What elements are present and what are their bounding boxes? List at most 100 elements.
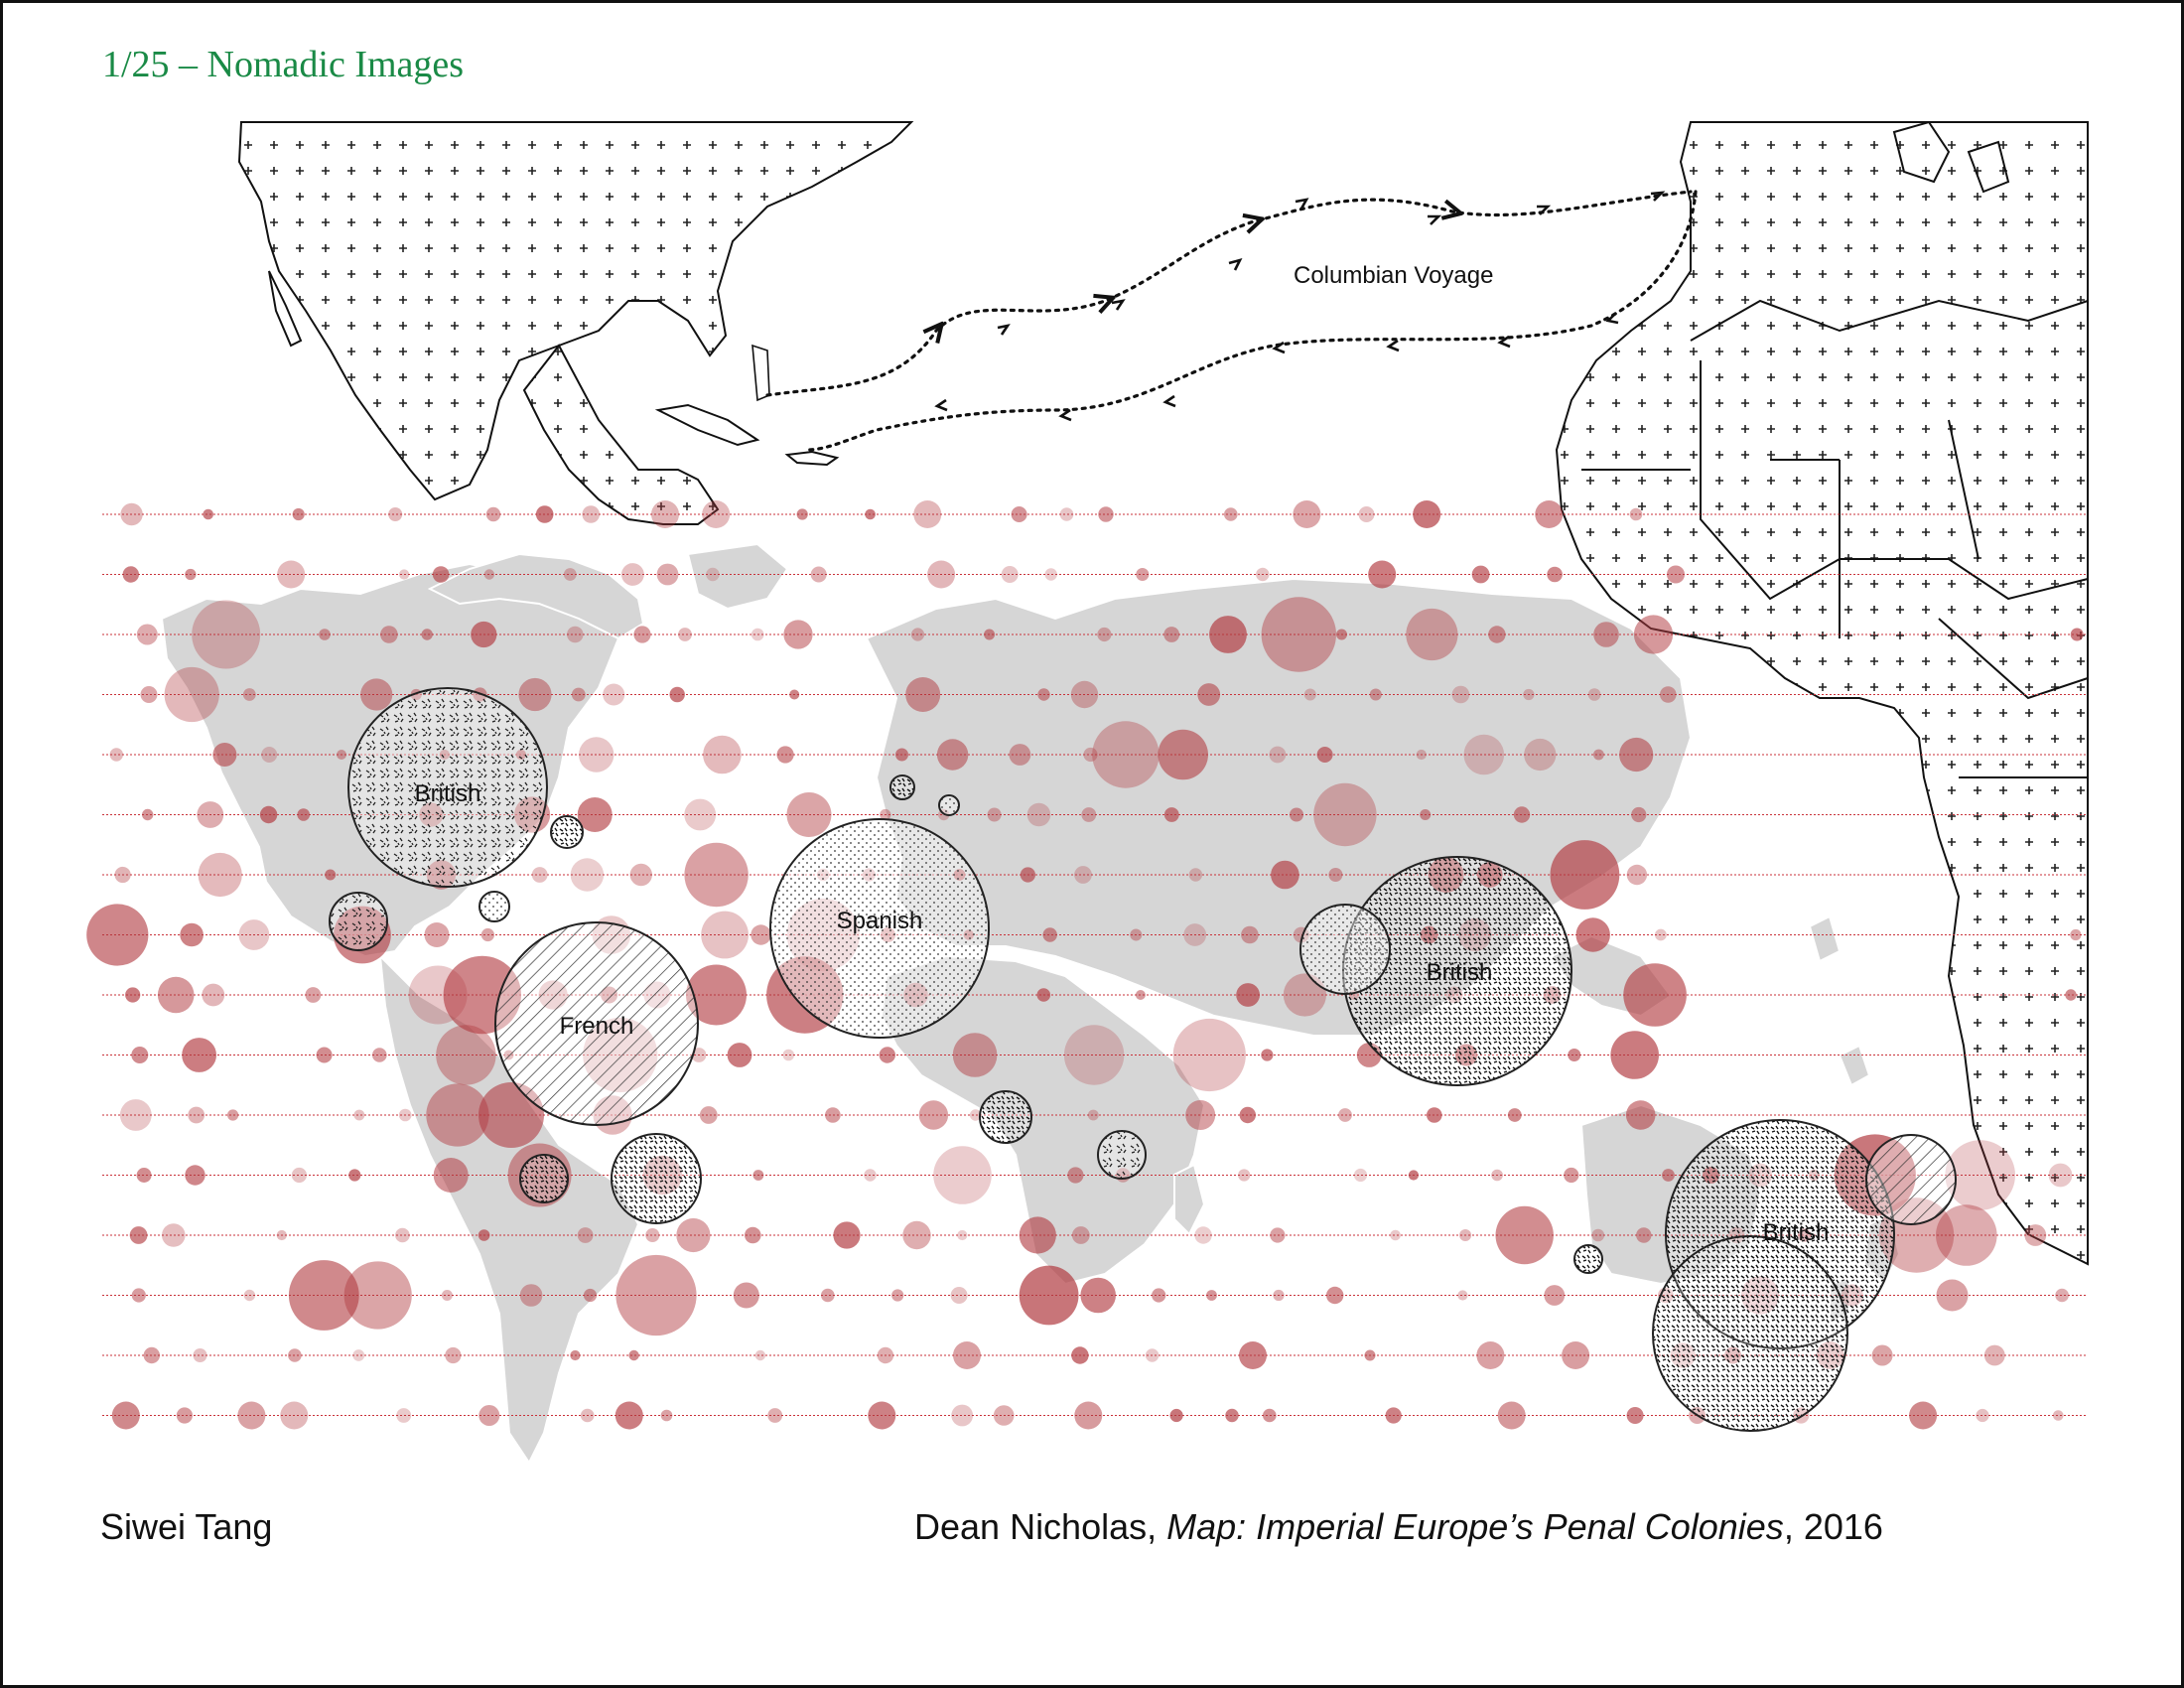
colony-dot — [1662, 1169, 1675, 1182]
colony-dot — [684, 798, 717, 831]
colony-dot — [120, 502, 143, 526]
colony-dot — [1562, 1341, 1590, 1369]
colony-circle-british-north-america — [347, 687, 548, 888]
colony-dot — [582, 505, 600, 523]
colony-dot — [789, 689, 800, 700]
colony-dot — [699, 1106, 718, 1124]
colony-dot — [603, 683, 625, 706]
voyage-label: Columbian Voyage — [1294, 262, 1493, 289]
colony-dot — [895, 748, 908, 762]
colony-dot — [580, 1408, 595, 1423]
colony-dot — [1283, 973, 1326, 1017]
colony-dot — [1633, 615, 1674, 654]
colony-dot — [567, 626, 584, 643]
colony-dot — [993, 1405, 1015, 1426]
colony-dot — [669, 686, 685, 703]
colony-dot — [1209, 616, 1247, 653]
colony-dot — [614, 1401, 643, 1430]
colony-dot — [1019, 1216, 1056, 1254]
colony-dot — [1009, 744, 1031, 766]
colony-dot — [2070, 928, 2082, 941]
colony-dot — [776, 746, 794, 764]
colony-dot — [1488, 626, 1506, 643]
colony-dot — [1163, 807, 1179, 822]
colony-dot — [810, 566, 827, 583]
colony-dot — [2065, 989, 2077, 1001]
colony-dot — [1636, 1227, 1652, 1243]
colony-dot — [1098, 506, 1114, 522]
colony-dot — [1544, 1285, 1566, 1306]
colony-dot — [243, 1289, 256, 1302]
colony-dot — [1270, 1227, 1286, 1243]
colony-dot — [424, 922, 450, 947]
colony-dot — [902, 1220, 931, 1250]
colony-label-spanish: Spanish — [837, 908, 923, 934]
colony-dot — [767, 1408, 783, 1423]
colony-dot — [1368, 560, 1397, 589]
colony-dot — [1626, 864, 1648, 886]
colony-dot — [478, 1405, 500, 1426]
colony-dot — [1459, 1229, 1472, 1241]
colony-dot — [1660, 686, 1677, 703]
colony-dot — [1871, 1344, 1893, 1366]
colony-dot — [1610, 1031, 1659, 1079]
colony-dot — [185, 1165, 205, 1186]
colony-dot — [583, 1288, 598, 1303]
colony-dot — [577, 797, 613, 832]
colony-dot — [1158, 729, 1208, 780]
colony-dot — [1626, 1407, 1644, 1424]
colony-circle-spanish — [769, 818, 990, 1039]
colony-dot — [305, 987, 322, 1003]
colony-dot — [433, 1158, 469, 1193]
colony-dot — [825, 1107, 841, 1123]
colony-dot — [1071, 1226, 1090, 1244]
colony-dot — [879, 1047, 895, 1063]
colony-dot — [1169, 1408, 1183, 1423]
colony-dot — [471, 621, 497, 648]
colony-dot — [987, 807, 1002, 822]
colony-dot — [621, 563, 644, 586]
colony-dot — [1081, 807, 1097, 822]
colony-dot — [162, 1223, 186, 1247]
colony-dot — [1358, 506, 1375, 522]
colony-dot — [1427, 1107, 1442, 1123]
colony-dot — [660, 1409, 673, 1422]
colony-dot — [1463, 734, 1505, 775]
colony-dot — [1983, 1344, 2005, 1366]
colony-circle-small — [1573, 1244, 1603, 1274]
colony-dot — [292, 507, 305, 521]
colony-dot — [212, 743, 237, 767]
colony-dot — [1390, 1229, 1401, 1241]
colony-circle-small — [889, 774, 915, 800]
colony-dot — [615, 1254, 697, 1336]
colony-dot — [198, 852, 242, 898]
colony-dot — [518, 677, 552, 712]
colony-dot — [395, 1227, 410, 1243]
colony-dot — [343, 1261, 412, 1330]
colony-label-british-india: British — [1427, 959, 1493, 986]
colony-dot — [1507, 1108, 1522, 1122]
colony-dot — [1655, 928, 1667, 941]
author-name: Siwei Tang — [100, 1506, 273, 1547]
colony-dot — [319, 629, 331, 640]
colony-dot — [1364, 1349, 1376, 1361]
colony-dot — [570, 1349, 581, 1361]
colony-dot — [1261, 597, 1337, 672]
colony-dot — [325, 869, 337, 881]
colony-dot — [277, 560, 306, 589]
colony-dot — [259, 805, 278, 824]
colony-dot — [1936, 1204, 1997, 1266]
colony-dot — [1152, 1288, 1166, 1303]
colony-dot — [122, 566, 139, 583]
page-title: 1/25 – Nomadic Images — [102, 44, 465, 85]
colony-dot — [1019, 1265, 1079, 1326]
colony-dot — [1936, 1279, 1969, 1312]
colony-dot — [125, 987, 141, 1003]
colony-dot — [2070, 628, 2084, 641]
colony-dot — [276, 1229, 287, 1241]
colony-dot — [129, 1226, 148, 1244]
colony-dot — [783, 620, 813, 649]
colony-dot — [984, 629, 996, 640]
colony-dot — [1172, 1018, 1246, 1092]
colony-dot — [1535, 500, 1564, 528]
